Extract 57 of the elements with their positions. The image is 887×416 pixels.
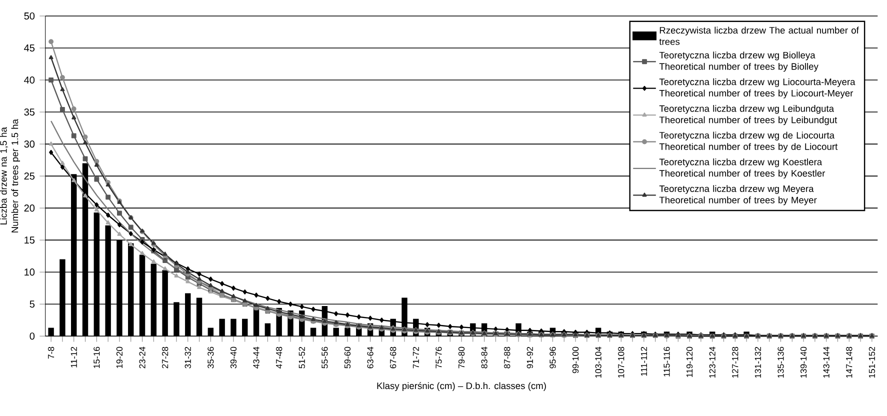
x-tick-label: 31-32 — [184, 346, 191, 368]
x-tick-label: 131-132 — [754, 346, 762, 378]
x-tick-label: 147-148 — [846, 346, 852, 378]
x-tick-label: 87-88 — [504, 346, 510, 368]
x-tick-label: 107-108 — [618, 346, 624, 378]
x-tick-label: 79-80 — [458, 346, 465, 368]
x-tick-label: 47-48 — [276, 346, 282, 368]
x-tick-label: 71-72 — [412, 346, 419, 368]
x-tick-label: 35-36 — [208, 346, 214, 368]
x-tick-label: 67-68 — [390, 346, 396, 368]
legend-label: Teoretyczna liczba drzew wg Liocourta-Meyera Theoretical number of trees by Liocourt-Meyer — [659, 78, 856, 98]
x-tick-label: 63-64 — [367, 346, 374, 368]
x-tick-label: 39-40 — [230, 346, 237, 368]
x-tick-label: 59-60 — [344, 346, 351, 368]
x-tick-label: 115-116 — [664, 346, 670, 376]
x-tick-label: 55-56 — [322, 346, 328, 368]
x-tick-label: 91-92 — [526, 346, 533, 368]
y-tick-label: 35 — [24, 108, 35, 116]
y-tick-label: 20 — [24, 204, 35, 212]
x-tick-label: 51-52 — [298, 346, 305, 368]
x-tick-label: 139-140 — [800, 346, 807, 378]
x-tick-label: 83-84 — [481, 346, 488, 368]
legend-label: Rzeczywista liczba drzew The actual number of trees — [659, 26, 859, 45]
legend-label: Teoretyczna liczba drzew wg Biolleya Theoretical number of trees by Biolley — [659, 52, 818, 72]
y-tick-label: 15 — [24, 236, 35, 244]
y-tick-label: 30 — [24, 140, 35, 148]
legend-label: Teoretyczna liczba drzew wg Meyera Theoretical number of trees by Meyer — [659, 185, 817, 206]
y-tick-label: 45 — [24, 44, 35, 52]
x-tick-label: 11-12 — [70, 346, 77, 368]
legend-label: Teoretyczna liczba drzew wg de Liocourta Theoretical number of trees by de Liocourt — [659, 132, 838, 152]
x-tick-label: 43-44 — [253, 346, 260, 368]
x-axis-title: Klasy pierśnic (cm) – D.b.h. classes (cm) — [377, 382, 546, 391]
x-tick-label: 27-28 — [162, 346, 168, 368]
x-tick-label: 103-104 — [595, 346, 602, 378]
legend-label: Teoretyczna liczba drzew wg Leibundguta Theoretical number of trees by Leibundgut — [659, 104, 838, 126]
x-tick-label: 143-144 — [823, 346, 830, 378]
legend-label: Teoretyczna liczba drzew wg Koestlera Theoretical number of trees by Koestler — [659, 158, 826, 178]
y-tick-label: 5 — [30, 300, 35, 308]
x-tick-label: 119-120 — [686, 346, 693, 377]
x-tick-label: 99-100 — [572, 346, 579, 374]
x-tick-label: 123-124 — [709, 346, 716, 378]
x-tick-label: 7-8 — [48, 346, 54, 359]
y-tick-label: 10 — [24, 268, 35, 276]
y-tick-label: 25 — [24, 172, 35, 180]
x-tick-label: 23-24 — [139, 346, 146, 368]
x-tick-label: 111-112 — [640, 346, 647, 376]
x-tick-label: 75-76 — [436, 346, 442, 368]
x-tick-label: 15-16 — [94, 346, 100, 368]
x-tick-label: 151-152 — [868, 346, 876, 378]
y-tick-label: 40 — [24, 76, 35, 84]
x-tick-label: 135-136 — [778, 346, 784, 378]
x-tick-label: 127-128 — [732, 346, 738, 378]
y-axis-title: Liczba drzew na 1,5 ha Number of trees per 1.5 ha — [0, 118, 20, 232]
y-tick-label: 0 — [30, 332, 35, 340]
x-tick-label: 19-20 — [116, 346, 123, 368]
y-tick-label: 50 — [24, 12, 35, 20]
x-tick-label: 95-96 — [550, 346, 556, 368]
